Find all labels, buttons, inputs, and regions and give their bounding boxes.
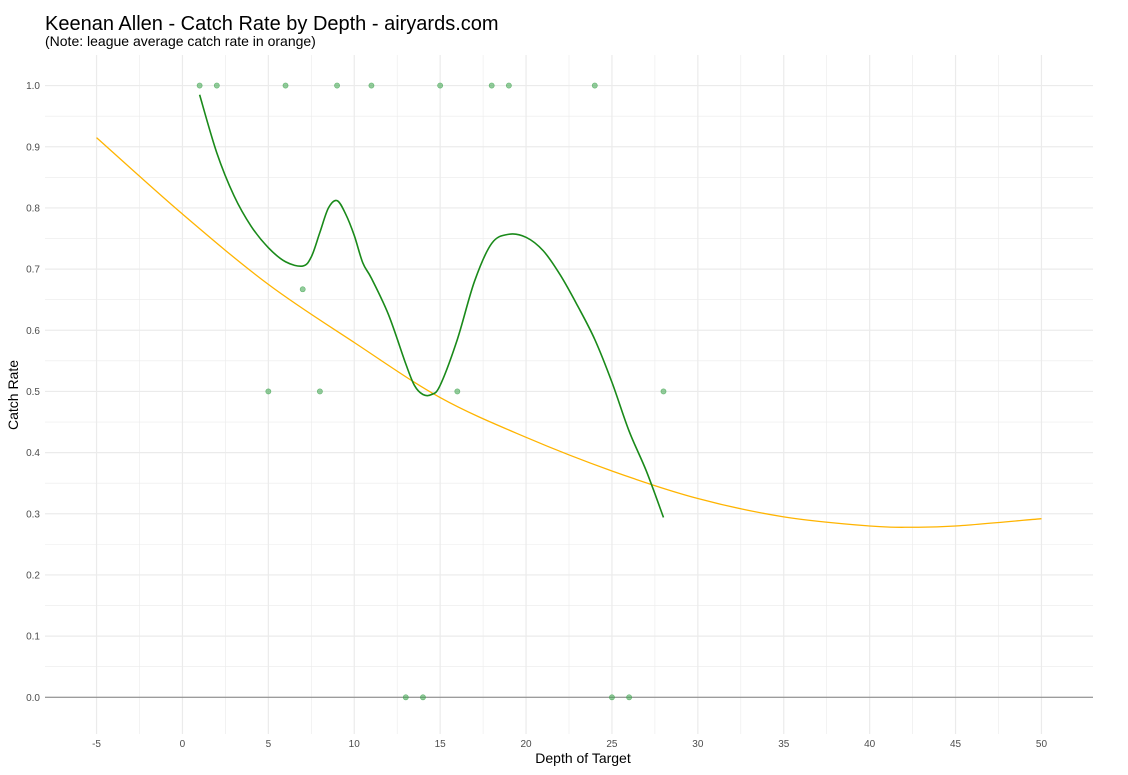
x-tick-label: 50 <box>1036 739 1048 750</box>
x-tick-label: 40 <box>864 739 876 750</box>
x-tick-label: 45 <box>950 739 962 750</box>
chart-title: Keenan Allen - Catch Rate by Depth - air… <box>45 13 499 35</box>
y-tick-label: 0.2 <box>26 570 40 581</box>
player-catch-rate-curve <box>198 94 665 518</box>
series <box>96 94 1042 528</box>
data-point <box>282 82 289 89</box>
data-point <box>437 82 444 89</box>
data-point <box>609 694 615 701</box>
y-tick-label: 0.6 <box>26 326 40 337</box>
data-point <box>505 82 512 89</box>
data-point <box>196 82 203 89</box>
x-tick-label: 30 <box>692 739 704 750</box>
x-tick-label: 0 <box>180 739 186 750</box>
league-average-curve <box>96 137 1042 528</box>
data-point <box>420 694 426 701</box>
data-point <box>660 388 667 395</box>
data-point <box>213 82 220 89</box>
data-point <box>334 82 340 89</box>
y-tick-label: 0.1 <box>26 632 40 643</box>
x-tick-label: 5 <box>266 739 272 750</box>
y-tick-label: 0.4 <box>26 448 40 459</box>
data-point <box>368 82 375 89</box>
data-point <box>591 82 598 89</box>
x-tick-label: 25 <box>606 739 618 750</box>
data-point <box>626 694 633 701</box>
data-point <box>299 286 306 293</box>
axes: -5 0 5 10 15 20 25 30 35 40 45 50 0.0 0.1 0.2 0.3 0.4 0.5… <box>26 81 1093 750</box>
y-tick-label: 0.7 <box>26 265 40 276</box>
x-tick-label: 10 <box>349 739 361 750</box>
x-tick-label: -5 <box>92 739 101 750</box>
data-point <box>316 388 323 395</box>
grid <box>45 55 1093 734</box>
y-tick-label: 0.5 <box>26 387 40 398</box>
y-tick-label: 0.0 <box>26 693 40 704</box>
chart-subtitle: (Note: league average catch rate in oran… <box>45 33 316 49</box>
data-point <box>454 388 461 395</box>
data-point <box>488 82 495 89</box>
data-point <box>265 388 272 395</box>
x-axis-label: Depth of Target <box>535 750 631 766</box>
y-tick-label: 0.3 <box>26 509 40 520</box>
x-tick-label: 35 <box>778 739 790 750</box>
y-tick-label: 0.9 <box>26 142 40 153</box>
y-tick-label: 0.8 <box>26 203 40 214</box>
x-tick-label: 20 <box>520 739 532 750</box>
y-tick-label: 1.0 <box>26 81 40 92</box>
data-point <box>402 694 409 701</box>
x-tick-label: 15 <box>435 739 447 750</box>
data-points <box>196 82 667 701</box>
